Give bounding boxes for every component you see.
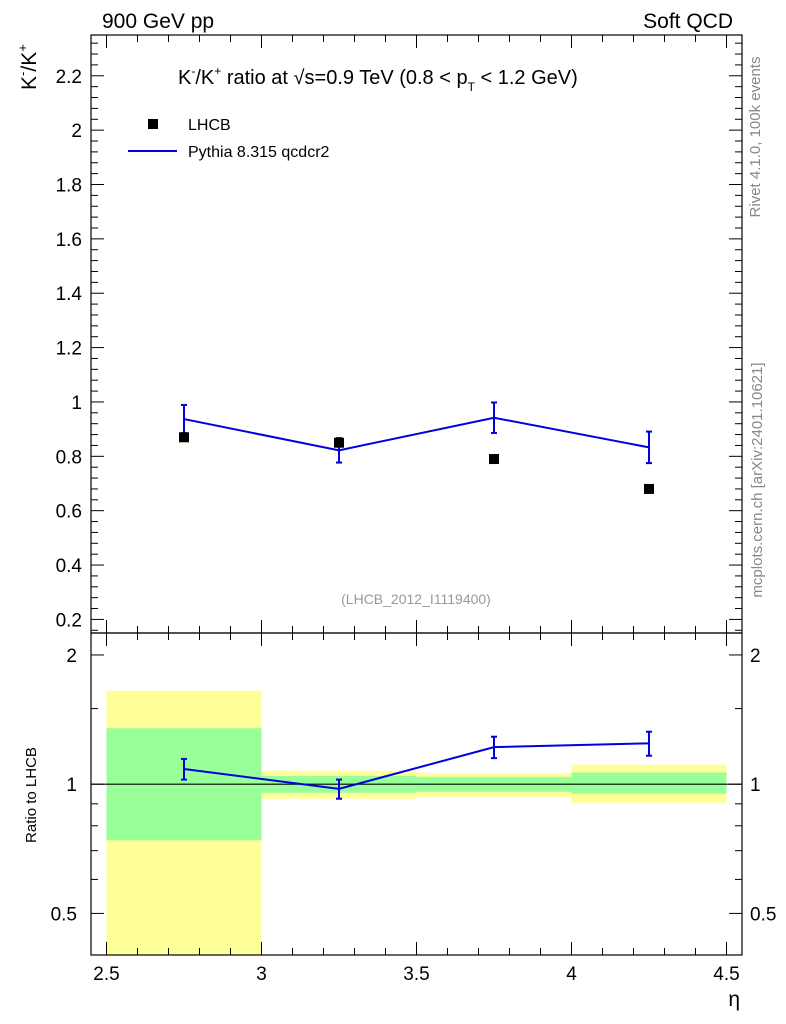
ratio-y-tick-label: 2 [66, 646, 77, 667]
y-tick-label: 2 [71, 121, 82, 142]
lhcb-point [489, 454, 499, 465]
header-left: 900 GeV pp [102, 10, 214, 33]
x-tick-label: 4 [566, 964, 577, 985]
x-tick-label: 2.5 [93, 964, 119, 985]
lhcb-point [334, 437, 344, 448]
x-tick-label: 3.5 [403, 964, 429, 985]
legend-lhcb-marker [148, 119, 158, 129]
x-axis-label: η [728, 988, 740, 1011]
lhcb-point [644, 483, 654, 494]
ratio-ylabel: Ratio to LHCB [23, 747, 40, 843]
y-tick-label: 1 [71, 393, 82, 414]
y-tick-label: 0.2 [56, 610, 82, 631]
y-tick-label: 1.2 [56, 339, 82, 360]
legend-pythia-label: Pythia 8.315 qcdcr2 [188, 144, 330, 161]
y-tick-label: 1.6 [56, 230, 82, 251]
svg-text:K-/K+: K-/K+ [15, 44, 41, 90]
ratio-y-tick-label: 1 [66, 775, 77, 796]
y-tick-label: 1.4 [56, 284, 83, 305]
pythia-line [183, 416, 650, 452]
y-tick-label: 2.2 [56, 67, 82, 88]
y-tick-label: 1.8 [56, 176, 82, 197]
header-right: Soft QCD [643, 10, 733, 33]
x-tick-label: 4.5 [713, 964, 739, 985]
ratio-y-tick-label: 0.5 [51, 904, 77, 925]
ratio-y-tick-label-right: 0.5 [750, 904, 776, 925]
ratio-y-tick-label-right: 1 [750, 775, 761, 796]
y-tick-label: 0.6 [56, 502, 82, 523]
y-tick-label: 0.8 [56, 447, 82, 468]
mcplots-label: mcplots.cern.ch [arXiv:2401.10621] [749, 362, 766, 597]
rivet-label: Rivet 4.1.0, 100k events [747, 57, 764, 218]
y-tick-label: 0.4 [56, 556, 83, 577]
x-tick-label: 3 [256, 964, 267, 985]
analysis-watermark: (LHCB_2012_I1119400) [341, 591, 491, 607]
legend-lhcb-label: LHCB [188, 117, 231, 134]
legend: LHCB Pythia 8.315 qcdcr2 [128, 117, 330, 161]
ratio-y-tick-label-right: 2 [750, 646, 761, 667]
ratio-band-green [571, 772, 727, 794]
main-ylabel: K-/K+ [15, 44, 41, 90]
pythia-ratio-line [183, 742, 650, 790]
chart-title: K-/K+ ratio at √s=0.9 TeV (0.8 < pT < 1.… [178, 64, 578, 94]
lhcb-point [179, 432, 189, 443]
